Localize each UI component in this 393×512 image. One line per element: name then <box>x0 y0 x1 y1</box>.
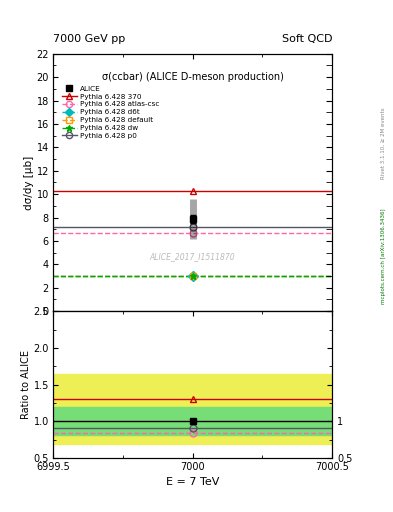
Text: σ(ccbar) (ALICE D-meson production): σ(ccbar) (ALICE D-meson production) <box>102 72 283 82</box>
Legend: ALICE, Pythia 6.428 370, Pythia 6.428 atlas-csc, Pythia 6.428 d6t, Pythia 6.428 : ALICE, Pythia 6.428 370, Pythia 6.428 at… <box>62 86 159 139</box>
Y-axis label: dσ/dy [μb]: dσ/dy [μb] <box>24 155 34 209</box>
Y-axis label: Ratio to ALICE: Ratio to ALICE <box>20 350 31 419</box>
Text: mcplots.cern.ch [arXiv:1306.3436]: mcplots.cern.ch [arXiv:1306.3436] <box>381 208 386 304</box>
Bar <box>53 374 332 443</box>
X-axis label: E = 7 TeV: E = 7 TeV <box>166 477 219 486</box>
Text: Soft QCD: Soft QCD <box>282 33 332 44</box>
Text: 7000 GeV pp: 7000 GeV pp <box>53 33 125 44</box>
Text: Rivet 3.1.10, ≥ 2M events: Rivet 3.1.10, ≥ 2M events <box>381 108 386 179</box>
Bar <box>53 408 332 435</box>
Text: ALICE_2017_I1511870: ALICE_2017_I1511870 <box>150 252 235 262</box>
